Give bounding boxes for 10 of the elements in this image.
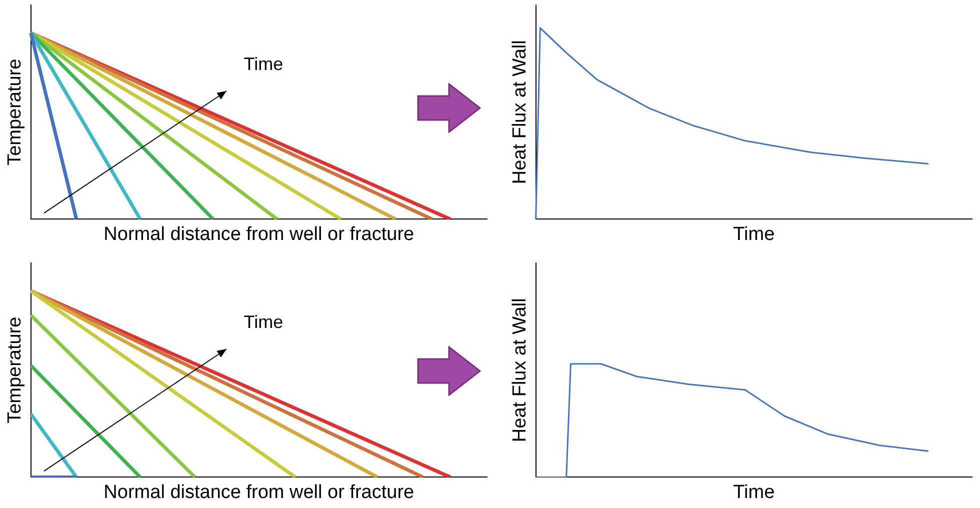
annotation: Time bbox=[244, 312, 284, 332]
y-axis-title: Heat Flux at Wall bbox=[510, 298, 531, 442]
x-axis-title: Normal distance from well or fracture bbox=[104, 224, 414, 245]
y-axis-title: Temperature bbox=[4, 316, 26, 424]
annotation: Time bbox=[244, 54, 284, 74]
x-axis-title: Time bbox=[733, 482, 775, 503]
y-axis-title: Heat Flux at Wall bbox=[510, 40, 531, 184]
x-axis-title: Normal distance from well or fracture bbox=[104, 482, 414, 503]
y-axis-title: Temperature bbox=[4, 58, 26, 166]
x-axis-title: Time bbox=[733, 224, 775, 245]
